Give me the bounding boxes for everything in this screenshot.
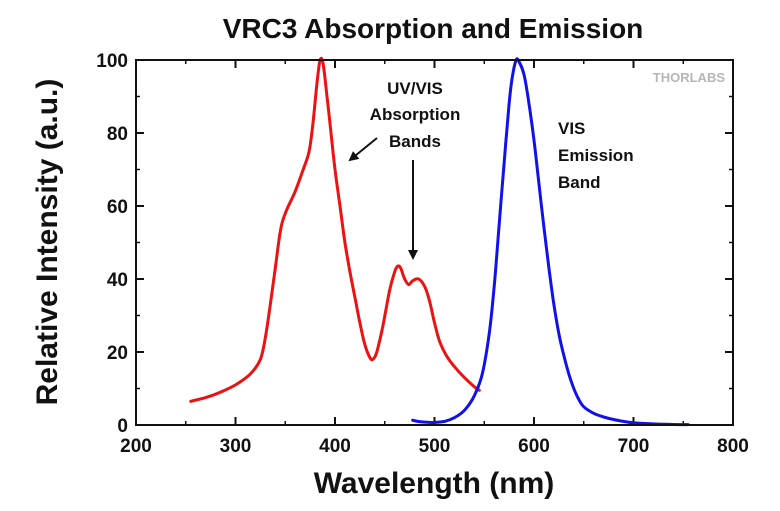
y-tick-label: 60 <box>107 197 128 218</box>
y-axis-title: Relative Intensity (a.u.) <box>31 79 64 406</box>
absorption-series-line <box>189 56 481 403</box>
emission-annotation-line-2: Emission <box>558 146 634 165</box>
y-tick-label: 100 <box>96 51 128 72</box>
x-tick-labels: 200 300 400 500 600 700 800 <box>120 436 749 457</box>
x-tick-label: 400 <box>319 436 351 457</box>
x-tick-label: 600 <box>518 436 550 457</box>
y-tick-labels: 0 20 40 60 80 100 <box>96 51 128 437</box>
absorption-annotation-line-2: Absorption <box>370 105 461 124</box>
chart-title: VRC3 Absorption and Emission <box>223 13 644 44</box>
x-tick-label: 300 <box>220 436 252 457</box>
emission-annotation-line-1: VIS <box>558 119 585 138</box>
emission-annotation-line-3: Band <box>558 173 601 192</box>
absorption-annotation-line-3: Bands <box>389 132 441 151</box>
x-tick-label: 500 <box>419 436 451 457</box>
absorption-annotation-line-1: UV/VIS <box>387 79 443 98</box>
emission-series-line <box>411 57 690 427</box>
x-axis-title: Wavelength (nm) <box>314 467 555 500</box>
x-tick-label: 700 <box>618 436 650 457</box>
plot-frame <box>135 59 734 426</box>
y-tick-label: 0 <box>117 416 128 437</box>
thorlabs-logo: THORLABS <box>653 70 726 85</box>
y-tick-label: 80 <box>107 124 128 145</box>
y-tick-label: 40 <box>107 270 128 291</box>
series-layer <box>189 56 690 427</box>
x-tick-label: 200 <box>120 436 152 457</box>
absorption-arrow-uv <box>348 137 378 162</box>
y-tick-label: 20 <box>107 343 128 364</box>
x-tick-label: 800 <box>717 436 749 457</box>
